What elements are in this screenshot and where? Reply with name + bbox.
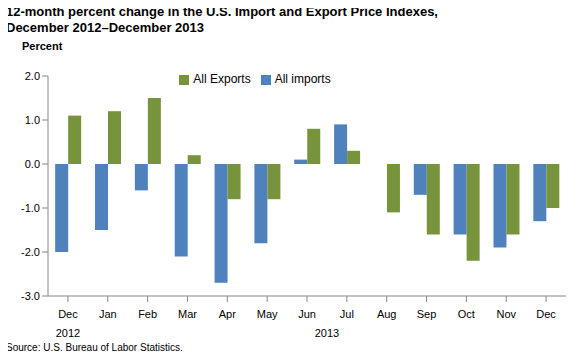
html-text:All imports: All imports [274,72,331,86]
html-text:12-month percent change in the: 12-month percent change in the U.S. Impo… [6,4,438,35]
svg-text:Jan: Jan [99,308,117,320]
svg-text:May: May [257,308,278,320]
svg-text:Feb: Feb [138,308,157,320]
html-text:Source: U.S. Bureau of Labor S: Source: U.S. Bureau of Labor Statistics. [6,342,183,353]
svg-text:Apr: Apr [219,308,236,320]
svg-text:2013: 2013 [315,327,339,338]
svg-text:Dec: Dec [536,308,556,320]
svg-text:0.0: 0.0 [25,158,40,170]
svg-text:Dec: Dec [58,308,78,320]
svg-text:Aug: Aug [377,308,397,320]
svg-text:-1.0: -1.0 [21,202,40,214]
svg-text:Jul: Jul [340,308,354,320]
svg-text:Mar: Mar [178,308,197,320]
svg-text:Sep: Sep [417,308,437,320]
svg-text:-2.0: -2.0 [21,246,40,258]
svg-text:-3.0: -3.0 [21,290,40,302]
svg-text:Nov: Nov [496,308,516,320]
svg-text:2.0: 2.0 [25,70,40,82]
html-text:Percent: Percent [22,40,63,52]
svg-text:Jun: Jun [298,308,316,320]
svg-text:Oct: Oct [458,308,475,320]
svg-text:2012: 2012 [56,327,80,338]
html-text:All Exports: All Exports [193,72,251,86]
svg-text:1.0: 1.0 [25,114,40,126]
